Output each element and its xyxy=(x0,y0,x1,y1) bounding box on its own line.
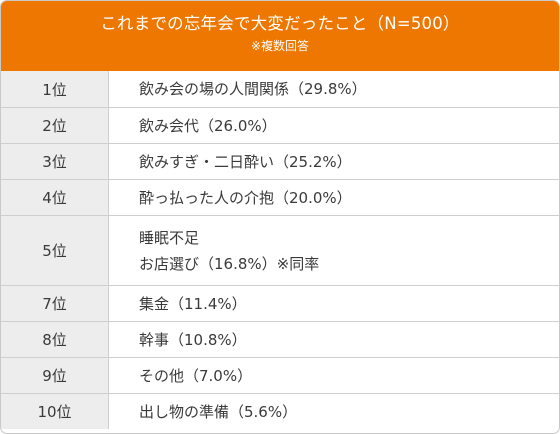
item-cell: 酔っ払った人の介抱（20.0%） xyxy=(109,180,559,215)
rank-cell: 7位 xyxy=(1,286,109,321)
table-row: 9位 その他（7.0%） xyxy=(1,357,559,393)
table-header: これまでの忘年会で大変だったこと（N=500） ※複数回答 xyxy=(1,1,559,71)
item-text: お店選び（16.8%）※同率 xyxy=(139,254,320,273)
rank-cell: 9位 xyxy=(1,358,109,393)
item-cell: 飲み会代（26.0%） xyxy=(109,108,559,143)
table-row: 7位 集金（11.4%） xyxy=(1,285,559,321)
table-body: 1位 飲み会の場の人間関係（29.8%） 2位 飲み会代（26.0%） 3位 飲… xyxy=(1,71,559,429)
table-row: 4位 酔っ払った人の介抱（20.0%） xyxy=(1,179,559,215)
item-text: 幹事（10.8%） xyxy=(139,330,247,349)
item-text: 飲み会代（26.0%） xyxy=(139,116,277,135)
rank-cell: 10位 xyxy=(1,394,109,429)
item-cell: 集金（11.4%） xyxy=(109,286,559,321)
item-text: その他（7.0%） xyxy=(139,366,253,385)
table-row: 8位 幹事（10.8%） xyxy=(1,321,559,357)
item-text: 出し物の準備（5.6%） xyxy=(139,402,298,421)
rank-cell: 3位 xyxy=(1,144,109,179)
table-row: 2位 飲み会代（26.0%） xyxy=(1,107,559,143)
item-text: 集金（11.4%） xyxy=(139,294,247,313)
table-title: これまでの忘年会で大変だったこと（N=500） xyxy=(100,14,460,33)
rank-cell: 2位 xyxy=(1,108,109,143)
rank-cell: 5位 xyxy=(1,216,109,285)
table-row: 1位 飲み会の場の人間関係（29.8%） xyxy=(1,71,559,107)
item-cell: 睡眠不足お店選び（16.8%）※同率 xyxy=(109,216,559,285)
item-cell: 飲み会の場の人間関係（29.8%） xyxy=(109,71,559,107)
table-note: ※複数回答 xyxy=(250,39,310,53)
table-row: 5位 睡眠不足お店選び（16.8%）※同率 xyxy=(1,215,559,285)
item-text: 飲み会の場の人間関係（29.8%） xyxy=(139,80,367,98)
item-cell: その他（7.0%） xyxy=(109,358,559,393)
item-text: 酔っ払った人の介抱（20.0%） xyxy=(139,188,352,207)
item-text: 睡眠不足 xyxy=(139,228,200,247)
item-text: 飲みすぎ・二日酔い（25.2%） xyxy=(139,152,352,171)
item-cell: 出し物の準備（5.6%） xyxy=(109,394,559,429)
table-row: 3位 飲みすぎ・二日酔い（25.2%） xyxy=(1,143,559,179)
table-row: 10位 出し物の準備（5.6%） xyxy=(1,393,559,429)
rank-cell: 8位 xyxy=(1,322,109,357)
item-cell: 飲みすぎ・二日酔い（25.2%） xyxy=(109,144,559,179)
rank-cell: 1位 xyxy=(1,71,109,107)
rank-cell: 4位 xyxy=(1,180,109,215)
item-cell: 幹事（10.8%） xyxy=(109,322,559,357)
